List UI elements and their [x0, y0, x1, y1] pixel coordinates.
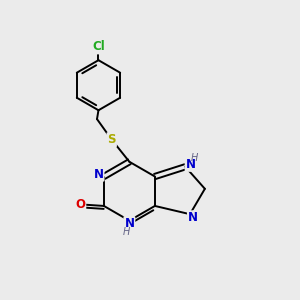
Text: H: H: [123, 227, 130, 237]
Text: O: O: [75, 198, 85, 211]
Text: H: H: [190, 153, 198, 163]
Text: N: N: [186, 158, 196, 171]
Text: S: S: [107, 133, 116, 146]
Text: N: N: [94, 168, 103, 181]
Text: N: N: [124, 217, 134, 230]
Text: Cl: Cl: [92, 40, 105, 53]
Text: N: N: [188, 211, 198, 224]
